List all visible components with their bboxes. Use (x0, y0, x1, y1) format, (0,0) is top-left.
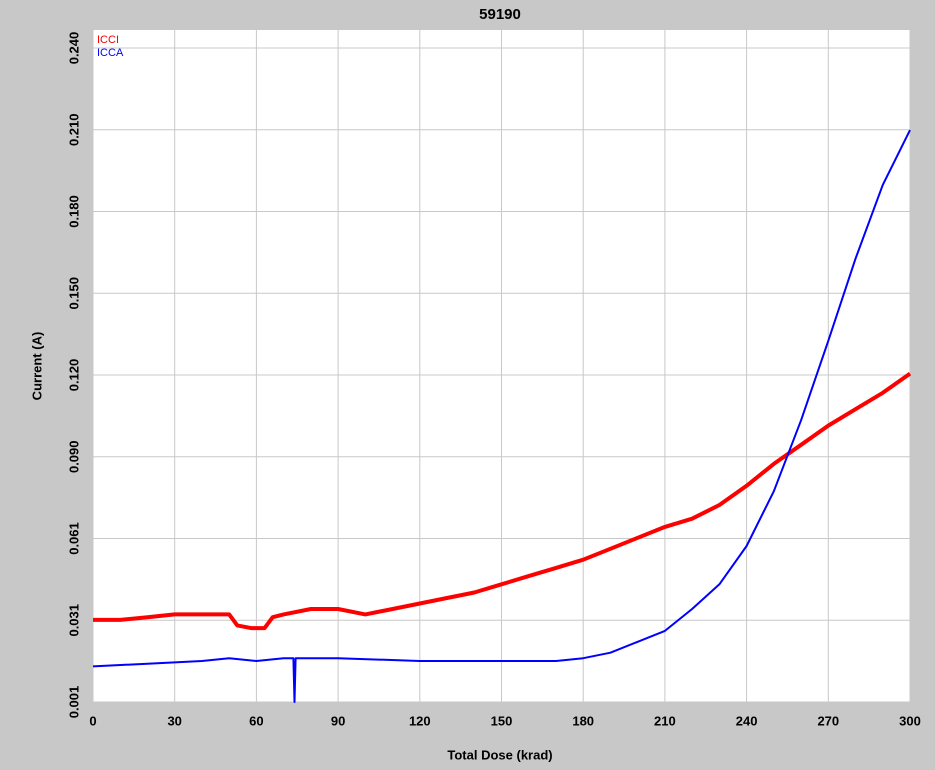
x-tick-label: 30 (167, 713, 181, 728)
y-tick-label: 0.120 (66, 359, 81, 392)
legend-label: ICCI (97, 34, 119, 46)
y-tick-label: 0.150 (66, 277, 81, 310)
series-line (93, 371, 912, 631)
x-tick-label: 0 (89, 713, 96, 728)
x-axis-label: Total Dose (krad) (447, 747, 552, 762)
y-tick-label: 0.240 (66, 32, 81, 65)
y-tick-label: 0.061 (66, 522, 81, 555)
x-tick-label: 120 (409, 713, 431, 728)
x-tick-label: 180 (572, 713, 594, 728)
x-tick-label: 90 (331, 713, 345, 728)
x-tick-label: 240 (736, 713, 758, 728)
x-tick-label: 300 (899, 713, 921, 728)
series-line (92, 129, 911, 703)
x-tick-label: 210 (654, 713, 676, 728)
y-tick-label: 0.031 (66, 604, 81, 637)
x-tick-label: 150 (491, 713, 513, 728)
chart-title: 59190 (479, 6, 521, 23)
legend-label: ICCA (97, 47, 124, 59)
y-tick-label: 0.090 (66, 440, 81, 473)
x-tick-label: 270 (817, 713, 839, 728)
y-tick-label: 0.001 (66, 686, 81, 719)
y-axis-label: Current (A) (29, 332, 44, 401)
y-tick-label: 0.180 (66, 195, 81, 228)
x-tick-label: 60 (249, 713, 263, 728)
y-tick-label: 0.210 (66, 113, 81, 146)
